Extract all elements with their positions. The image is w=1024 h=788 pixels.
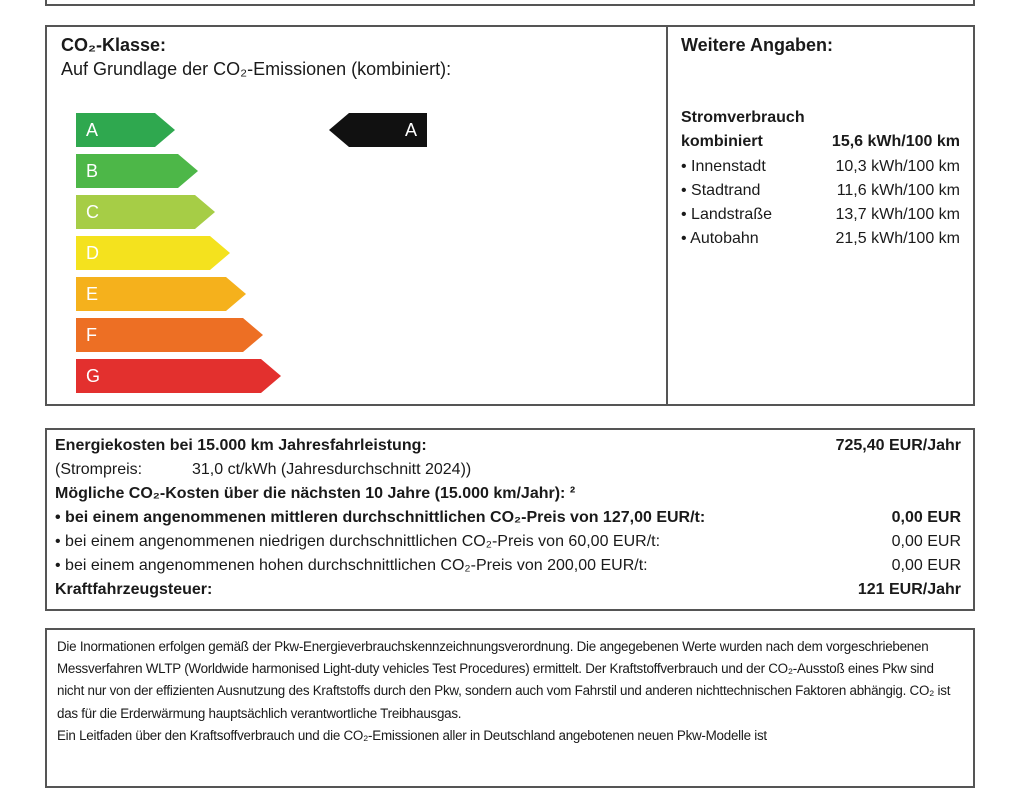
consumption-value: 11,6 kWh/100 km (836, 182, 960, 199)
top-box (45, 0, 975, 6)
co2-class-bar-g: G (76, 359, 281, 393)
energy-cost-label: Energiekosten bei 15.000 km Jahresfahrle… (55, 437, 427, 454)
info-paragraph-2: Ein Leitfaden über den Kraftsoffverbrauc… (57, 727, 767, 743)
price-label: (Strompreis: (55, 461, 143, 478)
consumption-label: • Stadtrand (681, 182, 761, 199)
co2-class-subtitle: Auf Grundlage der CO₂-Emissionen (kombin… (61, 59, 452, 79)
co2-cost-label: • bei einem angenommenen hohen durchschn… (55, 557, 648, 574)
co2-class-bar-e: E (76, 277, 246, 311)
co2-class-bar-a: A (76, 113, 175, 147)
co2-cost-label: • bei einem angenommenen niedrigen durch… (55, 533, 661, 550)
co2-cost-value: 0,00 EUR (891, 533, 961, 550)
co2-cost-label: • bei einem angenommenen mittleren durch… (55, 509, 706, 526)
price-value: 31,0 ct/kWh (Jahresdurchschnitt 2024)) (192, 461, 472, 478)
co2-class-bar-f: F (76, 318, 263, 352)
co2-class-title: CO₂-Klasse: (61, 35, 167, 55)
stromverbrauch-heading: Stromverbrauch (681, 109, 805, 126)
co2-class-panel: CO₂-Klasse: Auf Grundlage der CO₂-Emissi… (45, 25, 975, 406)
current-class-indicator: A (329, 113, 427, 147)
panel-divider (666, 27, 668, 404)
info-paragraph-1: Die Inormationen erfolgen gemäß der Pkw-… (57, 639, 951, 721)
consumption-label: • Innenstadt (681, 158, 766, 175)
energy-cost-value: 725,40 EUR/Jahr (835, 437, 961, 454)
co2-class-bar-b: B (76, 154, 198, 188)
consumption-value: 10,3 kWh/100 km (835, 158, 961, 175)
co2-class-bar-c: C (76, 195, 215, 229)
co2-cost-heading: Mögliche CO₂-Kosten über die nächsten 10… (55, 485, 576, 502)
tax-label: Kraftfahrzeugsteuer: (55, 581, 213, 598)
consumption-value: 13,7 kWh/100 km (835, 206, 961, 223)
weitere-angaben-title: Weitere Angaben: (681, 35, 834, 55)
co2-cost-value: 0,00 EUR (891, 509, 961, 526)
tax-value: 121 EUR/Jahr (857, 581, 961, 598)
consumption-label: • Autobahn (681, 230, 759, 247)
costs-panel: Energiekosten bei 15.000 km Jahresfahrle… (45, 428, 975, 611)
consumption-label: • Landstraße (681, 206, 772, 223)
combined-value: 15,6 kWh/100 km (831, 133, 960, 150)
co2-class-bar-d: D (76, 236, 230, 270)
combined-label: kombiniert (681, 133, 763, 150)
consumption-value: 21,5 kWh/100 km (835, 230, 961, 247)
info-panel: Die Inormationen erfolgen gemäß der Pkw-… (45, 628, 975, 788)
co2-cost-value: 0,00 EUR (891, 557, 961, 574)
